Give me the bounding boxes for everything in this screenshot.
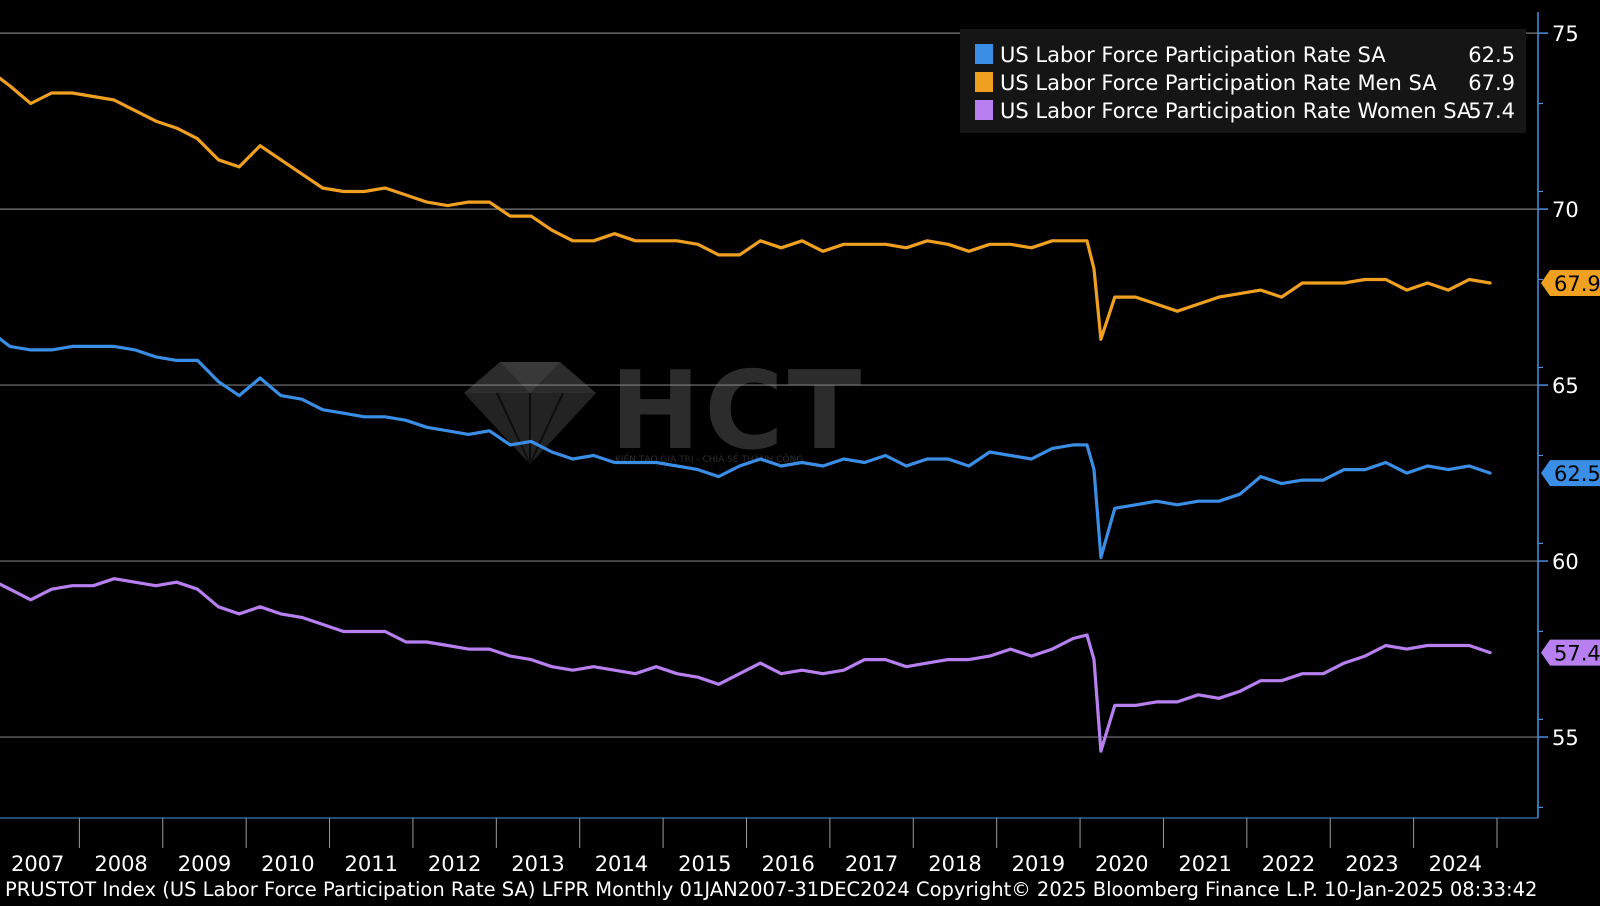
legend-label: US Labor Force Participation Rate Women … <box>1000 99 1472 123</box>
x-tick-label: 2023 <box>1345 852 1398 876</box>
x-tick-label: 2016 <box>761 852 814 876</box>
x-tick-label: 2018 <box>928 852 981 876</box>
x-tick-label: 2011 <box>345 852 398 876</box>
watermark-text: HCT <box>610 349 865 474</box>
last-value-label: 67.9 <box>1554 272 1600 296</box>
x-tick-label: 2014 <box>595 852 648 876</box>
legend-swatch <box>975 72 993 92</box>
legend-label: US Labor Force Participation Rate SA <box>1000 43 1386 67</box>
y-tick-label: 70 <box>1552 198 1579 222</box>
axis-layer: 55 60 65 70 75 2007 2008 2009 2010 2011 2012 2013 20… <box>0 12 1579 876</box>
last-value-label: 62.5 <box>1554 462 1600 486</box>
series-line-2 <box>0 76 1492 341</box>
last-value-tag <box>1541 460 1600 487</box>
x-tick-label: 2015 <box>678 852 731 876</box>
x-tick-label: 2017 <box>845 852 898 876</box>
x-tick-label: 2019 <box>1012 852 1065 876</box>
footer-caption: PRUSTOT Index (US Labor Force Participat… <box>5 879 1538 901</box>
x-tick-label: 2022 <box>1262 852 1315 876</box>
legend-label: US Labor Force Participation Rate Men SA <box>1000 71 1437 95</box>
legend: US Labor Force Participation Rate SA 62.5… <box>960 29 1526 133</box>
x-tick-label: 2013 <box>511 852 564 876</box>
legend-swatch <box>975 44 993 64</box>
legend-value: 67.9 <box>1468 71 1515 95</box>
x-tick-label: 2010 <box>261 852 314 876</box>
x-tick-label: 2012 <box>428 852 481 876</box>
grid-layer <box>0 32 1538 738</box>
legend-items: US Labor Force Participation Rate SA 62.5… <box>975 43 1515 123</box>
series-layer <box>0 76 1492 753</box>
end-labels: 62.5 67.9 57.4 <box>1541 270 1600 666</box>
x-tick-label: 2007 <box>11 852 64 876</box>
y-tick-label: 65 <box>1552 374 1579 398</box>
diamond-logo-icon <box>464 362 596 465</box>
y-tick-label: 60 <box>1552 550 1579 574</box>
legend-swatch <box>975 100 993 120</box>
y-tick-label: 75 <box>1552 22 1579 46</box>
last-value-tag <box>1541 270 1600 297</box>
series-line-1 <box>0 336 1492 560</box>
last-value-label: 57.4 <box>1554 642 1600 666</box>
x-tick-label: 2009 <box>178 852 231 876</box>
x-tick-label: 2020 <box>1095 852 1148 876</box>
last-value-tag <box>1541 639 1600 666</box>
legend-box <box>960 29 1526 133</box>
x-tick-label: 2024 <box>1429 852 1482 876</box>
series-line-3 <box>0 577 1492 753</box>
x-tick-label: 2008 <box>94 852 147 876</box>
y-tick-label: 55 <box>1552 726 1579 750</box>
legend-value: 57.4 <box>1468 99 1515 123</box>
x-tick-label: 2021 <box>1178 852 1231 876</box>
watermark: HCT KIẾN TẠO GIÁ TRỊ - CHIA SẺ THÀNH CÔN… <box>464 349 865 474</box>
legend-value: 62.5 <box>1468 43 1515 67</box>
